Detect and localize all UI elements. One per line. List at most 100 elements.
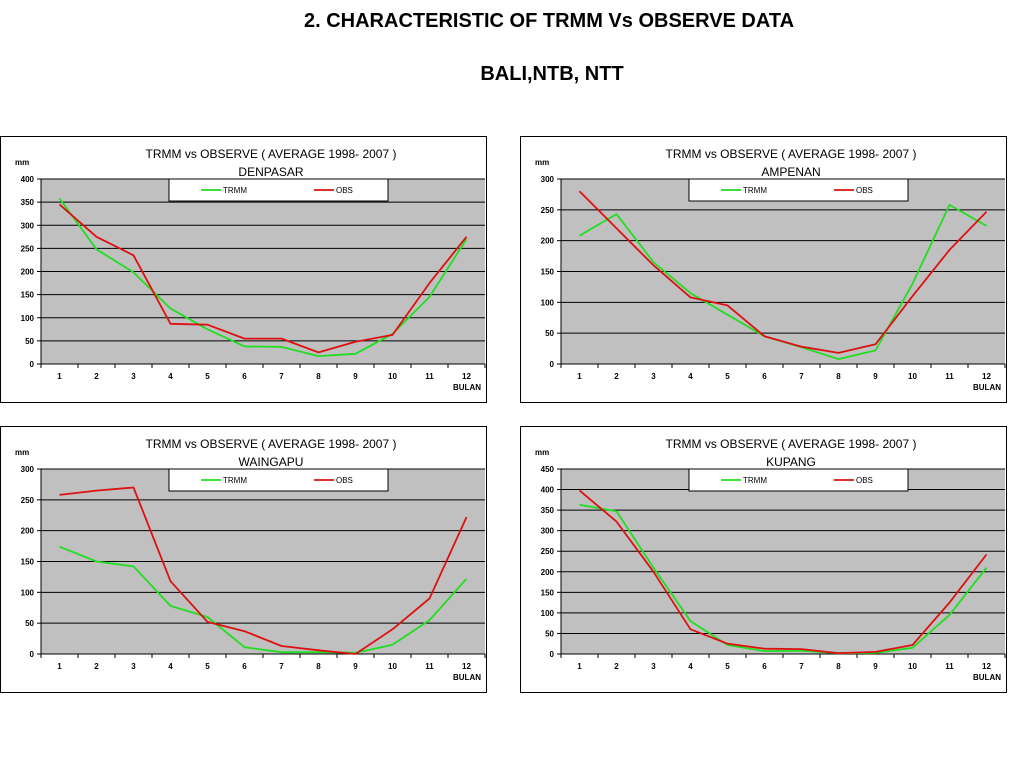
x-tick-label: 3 [651, 662, 656, 671]
x-tick-label: 5 [725, 372, 730, 381]
y-tick-label: 100 [541, 298, 555, 307]
legend-label-trmm: TRMM [223, 186, 247, 195]
x-tick-label: 10 [388, 662, 397, 671]
y-tick-label: 50 [25, 337, 34, 346]
y-axis-label: mm [15, 448, 29, 457]
series-line-trmm [579, 503, 988, 655]
y-tick-label: 300 [21, 221, 35, 230]
chart-panel-ampenan: TRMM vs OBSERVE ( AVERAGE 1998- 2007 ) AM… [520, 136, 1007, 403]
legend: TRMM OBS [688, 178, 909, 202]
y-tick-label: 200 [541, 237, 555, 246]
chart-title: TRMM vs OBSERVE ( AVERAGE 1998- 2007 ) [146, 147, 397, 161]
x-tick-label: 7 [279, 662, 284, 671]
plot-area [561, 469, 1005, 654]
chart-subtitle: AMPENAN [761, 165, 820, 179]
y-tick-label: 250 [21, 496, 35, 505]
x-tick-label: 3 [131, 662, 136, 671]
x-tick-label: 9 [873, 662, 878, 671]
x-tick-label: 7 [799, 372, 804, 381]
x-tick-label: 11 [425, 372, 434, 381]
x-tick-label: 1 [57, 372, 62, 381]
y-tick-label: 450 [541, 465, 555, 474]
x-tick-label: 4 [168, 662, 173, 671]
y-tick-label: 250 [541, 206, 555, 215]
y-tick-label: 400 [541, 486, 555, 495]
legend-label-trmm: TRMM [743, 186, 767, 195]
y-tick-label: 50 [25, 619, 34, 628]
x-tick-label: 4 [688, 662, 693, 671]
x-tick-label: 6 [242, 662, 247, 671]
legend-box [168, 468, 389, 492]
x-tick-label: 10 [908, 662, 917, 671]
y-tick-label: 0 [550, 360, 555, 369]
legend-box [168, 178, 389, 202]
x-tick-label: 7 [799, 662, 804, 671]
legend-box [688, 178, 909, 202]
y-tick-label: 0 [550, 650, 555, 659]
slide-subtitle: BALI,NTB, NTT [480, 63, 624, 85]
y-tick-label: 0 [30, 650, 35, 659]
y-tick-label: 300 [541, 527, 555, 536]
y-tick-label: 0 [30, 360, 35, 369]
legend: TRMM OBS [168, 178, 389, 202]
chart-title: TRMM vs OBSERVE ( AVERAGE 1998- 2007 ) [666, 437, 917, 451]
chart-subtitle: WAINGAPU [239, 455, 304, 469]
y-axis-label: mm [535, 448, 549, 457]
x-tick-label: 1 [577, 372, 582, 381]
x-tick-label: 4 [168, 372, 173, 381]
chart-panel-denpasar: TRMM vs OBSERVE ( AVERAGE 1998- 2007 ) DE… [0, 136, 487, 403]
chart-title: TRMM vs OBSERVE ( AVERAGE 1998- 2007 ) [146, 437, 397, 451]
series-line-trmm [59, 545, 468, 654]
chart-panel-kupang: TRMM vs OBSERVE ( AVERAGE 1998- 2007 ) KU… [520, 426, 1007, 693]
legend-box [688, 468, 909, 492]
x-tick-label: 3 [131, 372, 136, 381]
x-tick-label: 1 [577, 662, 582, 671]
series-line-obs [58, 203, 468, 354]
chart-kupang: TRMM vs OBSERVE ( AVERAGE 1998- 2007 ) KU… [535, 437, 1006, 682]
y-tick-label: 250 [541, 547, 555, 556]
y-tick-label: 50 [545, 329, 554, 338]
x-tick-label: 8 [836, 662, 841, 671]
legend: TRMM OBS [688, 468, 909, 492]
y-axis-label: mm [15, 158, 29, 167]
y-tick-label: 200 [541, 568, 555, 577]
y-tick-label: 150 [541, 268, 555, 277]
x-tick-label: 5 [205, 372, 210, 381]
x-tick-label: 9 [353, 662, 358, 671]
x-tick-label: 2 [614, 662, 619, 671]
y-tick-label: 150 [21, 291, 35, 300]
y-tick-label: 100 [541, 609, 555, 618]
x-tick-label: 10 [908, 372, 917, 381]
x-tick-label: 10 [388, 372, 397, 381]
y-tick-label: 150 [21, 558, 35, 567]
legend-label-obs: OBS [856, 476, 873, 485]
x-tick-label: 4 [688, 372, 693, 381]
x-tick-label: 8 [836, 372, 841, 381]
chart-title: TRMM vs OBSERVE ( AVERAGE 1998- 2007 ) [666, 147, 917, 161]
legend: TRMM OBS [168, 468, 389, 492]
x-tick-label: 11 [945, 372, 954, 381]
series-line-obs [59, 486, 468, 655]
x-tick-label: 9 [873, 372, 878, 381]
x-tick-label: 2 [94, 372, 99, 381]
y-tick-label: 100 [21, 588, 35, 597]
y-tick-label: 300 [541, 175, 555, 184]
x-axis-label: BULAN [453, 383, 481, 392]
x-tick-label: 5 [205, 662, 210, 671]
x-tick-label: 11 [425, 662, 434, 671]
y-tick-label: 200 [21, 268, 35, 277]
y-tick-label: 250 [21, 244, 35, 253]
x-tick-label: 6 [762, 372, 767, 381]
chart-panel-waingapu: TRMM vs OBSERVE ( AVERAGE 1998- 2007 ) WA… [0, 426, 487, 693]
x-tick-label: 12 [462, 662, 471, 671]
y-axis-label: mm [535, 158, 549, 167]
y-tick-label: 100 [21, 314, 35, 323]
x-tick-label: 5 [725, 662, 730, 671]
y-tick-label: 350 [541, 506, 555, 515]
legend-label-obs: OBS [856, 186, 873, 195]
x-tick-label: 3 [651, 372, 656, 381]
x-tick-label: 11 [945, 662, 954, 671]
legend-label-trmm: TRMM [223, 476, 247, 485]
y-tick-label: 350 [21, 198, 35, 207]
x-axis-label: BULAN [973, 673, 1001, 682]
